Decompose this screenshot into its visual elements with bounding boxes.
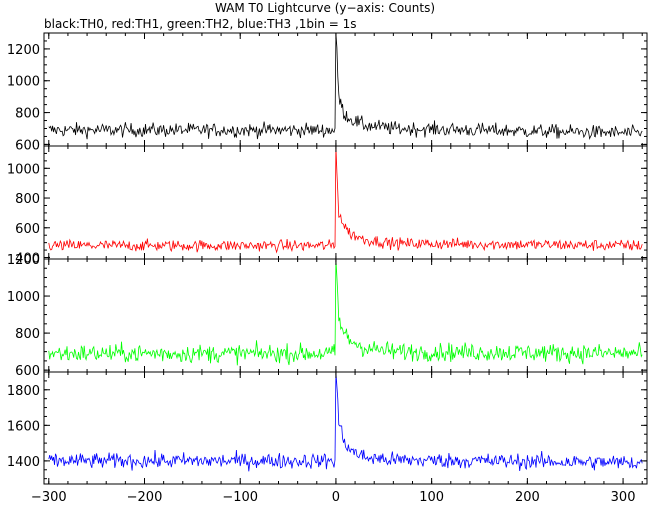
- x-tick-label: 100: [419, 490, 444, 505]
- y-tick-label: 600: [15, 222, 40, 237]
- series-line-3: [48, 259, 643, 366]
- y-tick-label: 1200: [7, 253, 40, 268]
- y-tick-label: 1000: [7, 75, 40, 90]
- y-tick-label: 600: [15, 138, 40, 153]
- y-tick-label: 800: [15, 327, 40, 342]
- y-tick-label: 600: [15, 364, 40, 379]
- chart-subtitle: black:TH0, red:TH1, green:TH2, blue:TH3 …: [44, 17, 357, 31]
- x-tick-label: 0: [332, 490, 340, 505]
- x-tick-label: −200: [127, 490, 163, 505]
- y-tick-label: 800: [15, 107, 40, 122]
- series-line-4: [48, 372, 643, 472]
- y-tick-label: 1000: [7, 290, 40, 305]
- chart-title: WAM T0 Lightcurve (y−axis: Counts): [214, 1, 436, 15]
- y-tick-label: 1600: [7, 419, 40, 434]
- y-tick-label: 800: [15, 192, 40, 207]
- y-tick-label: 1400: [7, 455, 40, 470]
- x-tick-label: 300: [611, 490, 636, 505]
- y-tick-label: 1000: [7, 162, 40, 177]
- x-tick-label: −300: [31, 490, 67, 505]
- series-line-1: [48, 33, 643, 141]
- y-tick-label: 1800: [7, 384, 40, 399]
- x-tick-label: −100: [222, 490, 258, 505]
- series-line-2: [48, 146, 643, 254]
- panel-frame-4: [43, 371, 648, 485]
- y-tick-label: 1200: [7, 43, 40, 58]
- x-tick-label: 200: [515, 490, 540, 505]
- y-tick-label: 400: [15, 252, 40, 267]
